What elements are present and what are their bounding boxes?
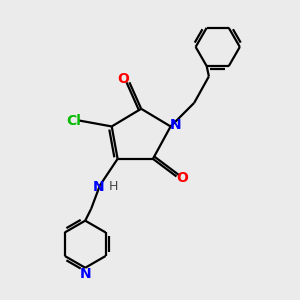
Text: H: H	[109, 180, 118, 193]
Text: O: O	[118, 72, 129, 86]
Text: Cl: Cl	[66, 114, 81, 128]
Text: N: N	[80, 267, 91, 281]
Text: N: N	[93, 180, 104, 194]
Text: O: O	[176, 171, 188, 185]
Text: N: N	[170, 118, 182, 132]
